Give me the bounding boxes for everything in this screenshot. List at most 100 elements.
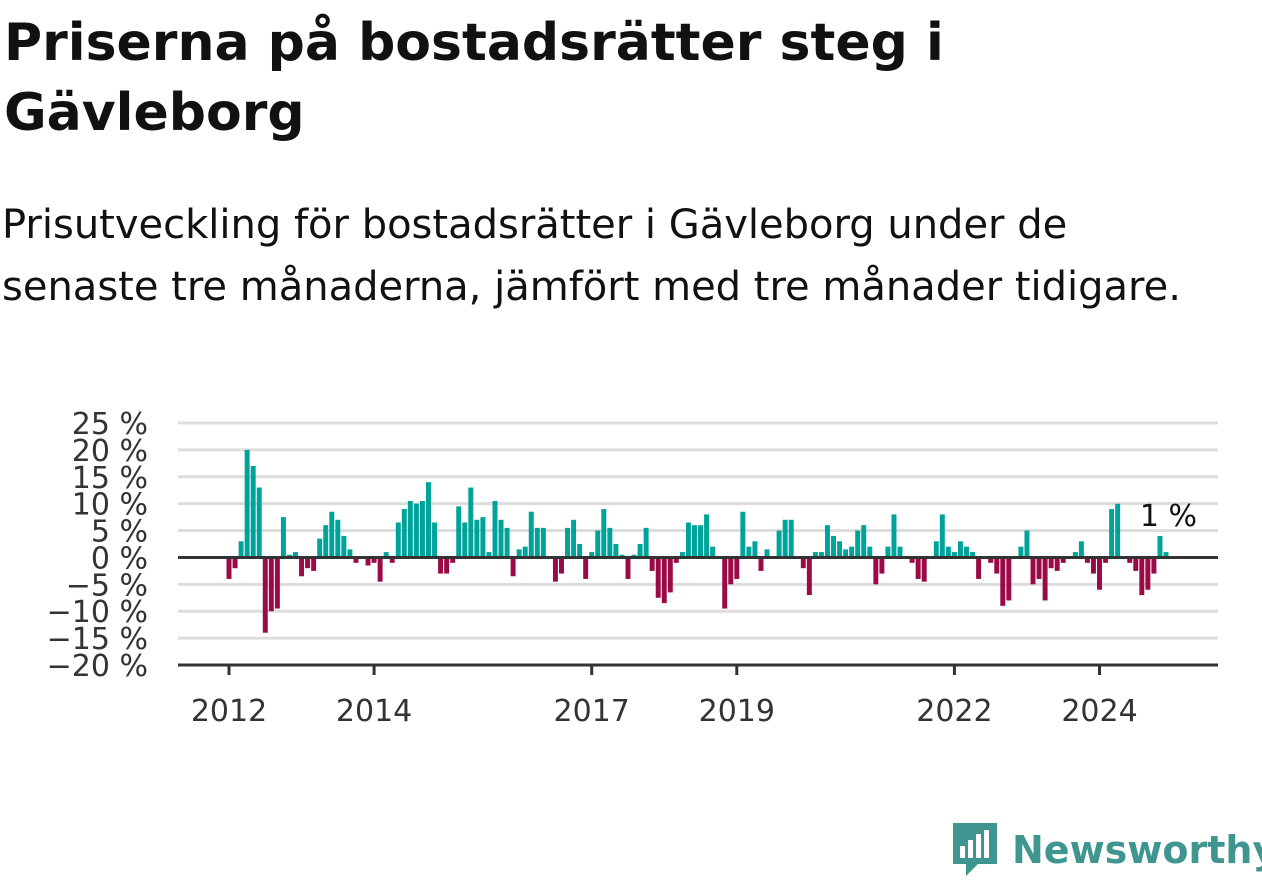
bar <box>323 525 329 558</box>
bar <box>492 500 498 558</box>
newsworthy-logo: Newsworthy <box>950 820 1262 880</box>
bar <box>438 557 444 574</box>
bar <box>661 557 667 604</box>
x-tick-label: 2024 <box>1061 694 1137 729</box>
bar <box>274 557 280 609</box>
bar <box>849 546 855 558</box>
bar <box>752 541 758 558</box>
bar <box>939 514 945 558</box>
y-tick-label: −20 % <box>47 649 148 684</box>
bar <box>824 525 830 558</box>
bar <box>1145 557 1151 590</box>
bar <box>595 530 601 558</box>
annotations: 1 % <box>1140 499 1197 534</box>
bar <box>698 525 703 558</box>
bar <box>1006 557 1012 601</box>
bar <box>994 557 1000 574</box>
y-tick-label: 0 % <box>91 541 148 576</box>
bar <box>262 557 268 633</box>
bar <box>583 557 589 579</box>
bar <box>649 557 655 571</box>
bar <box>559 557 564 574</box>
bar <box>812 552 818 558</box>
bar <box>317 538 323 558</box>
bar <box>915 557 921 579</box>
bar <box>873 557 879 585</box>
x-tick-label: 2017 <box>554 694 630 729</box>
bar <box>643 527 649 558</box>
bar <box>377 557 383 582</box>
brand-name: Newsworthy <box>1012 828 1262 872</box>
x-axis-ticks: 2012 2014 2017 2019 2022 2024 <box>191 665 1138 729</box>
bar <box>407 500 413 558</box>
bar <box>468 487 474 558</box>
bar <box>353 557 359 563</box>
bar <box>268 557 274 612</box>
bar <box>1151 557 1157 574</box>
bar-chart: 25 %20 %15 %10 %5 %0 %−5 %−10 %−15 %−20 … <box>47 407 1218 729</box>
y-tick-label: 20 % <box>72 434 148 469</box>
bar <box>782 519 788 558</box>
y-tick-label: 25 % <box>72 407 148 442</box>
bar <box>1048 557 1054 569</box>
bar <box>1042 557 1048 601</box>
bar <box>655 557 661 598</box>
bar <box>510 557 516 577</box>
bar <box>238 541 244 558</box>
bar <box>347 549 353 558</box>
bar-chart-speech-bubble-icon <box>953 823 997 876</box>
bar <box>250 466 256 558</box>
chart-title: Priserna på bostadsrätter steg i Gävlebo… <box>4 13 944 143</box>
bar <box>843 549 849 558</box>
bar <box>244 449 250 558</box>
bar <box>788 519 794 558</box>
y-tick-label: −15 % <box>47 622 148 657</box>
bar <box>395 522 401 558</box>
last-value-label: 1 % <box>1140 499 1197 534</box>
y-tick-label: 10 % <box>72 488 148 523</box>
bar <box>855 530 861 558</box>
bar <box>450 557 456 563</box>
bar <box>1084 557 1090 563</box>
bar <box>710 546 716 558</box>
bar <box>837 541 843 558</box>
bar <box>540 527 546 558</box>
bar <box>861 525 867 558</box>
bar <box>565 527 571 558</box>
x-tick-label: 2012 <box>191 694 267 729</box>
bar <box>1115 503 1121 558</box>
x-tick-label: 2014 <box>336 694 412 729</box>
bar <box>1157 535 1163 558</box>
bar <box>601 509 607 558</box>
chart-subtitle: Prisutveckling för bostadsrätter i Gävle… <box>2 202 1181 310</box>
y-axis-ticks: 25 %20 %15 %10 %5 %0 %−5 %−10 %−15 %−20 … <box>47 407 148 684</box>
bar <box>970 552 976 558</box>
bar <box>1097 557 1102 590</box>
bar <box>389 557 395 563</box>
bar <box>299 557 305 577</box>
bar <box>885 546 891 558</box>
bar <box>341 535 347 558</box>
bar <box>534 527 540 558</box>
bar <box>909 557 915 563</box>
bar <box>1109 509 1115 558</box>
bar <box>933 541 939 558</box>
bar <box>806 557 812 596</box>
axes <box>178 555 1218 667</box>
bar <box>831 535 836 558</box>
bar <box>685 522 691 558</box>
bar <box>1139 557 1145 596</box>
bar <box>474 519 480 558</box>
bar <box>311 557 317 571</box>
bar <box>1133 557 1139 571</box>
bar <box>226 557 232 579</box>
bar <box>921 557 927 582</box>
bar <box>607 527 613 558</box>
bar <box>879 557 885 574</box>
bar <box>1036 557 1042 579</box>
bar <box>1060 557 1066 563</box>
bar <box>728 557 734 585</box>
bar <box>401 509 407 558</box>
bar <box>734 557 740 579</box>
bar <box>897 546 903 558</box>
